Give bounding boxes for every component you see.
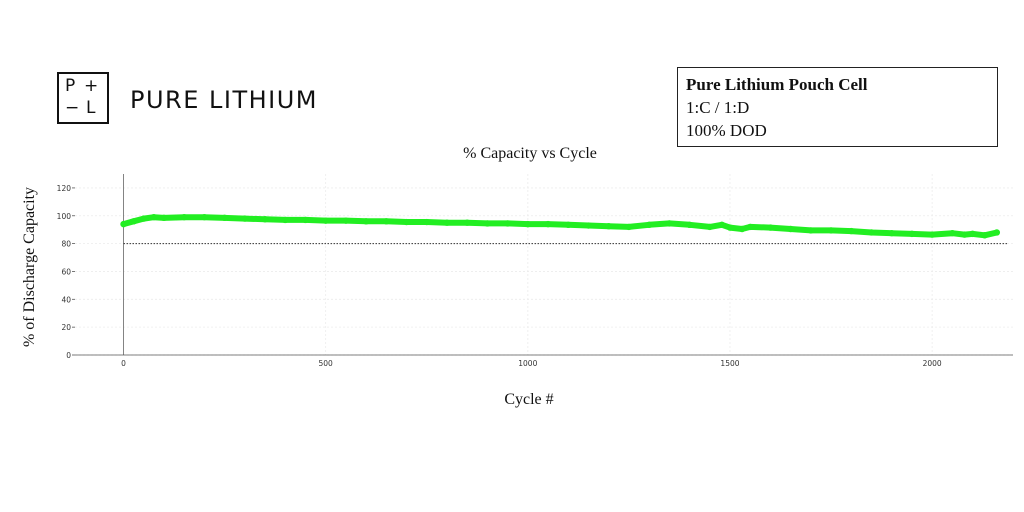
data-point <box>868 229 875 236</box>
x-tick-label: 1000 <box>518 359 537 368</box>
data-point <box>282 216 289 224</box>
brand-logo: P + − L <box>57 72 109 124</box>
data-point <box>544 220 552 228</box>
data-point <box>605 223 612 230</box>
y-tick-label: 40 <box>61 295 71 304</box>
data-point <box>928 231 936 238</box>
logo-letter-p: P <box>65 76 76 96</box>
info-box: Pure Lithium Pouch Cell 1:C / 1:D 100% D… <box>677 67 998 147</box>
data-point <box>585 222 592 229</box>
data-point <box>342 217 350 224</box>
info-box-title: Pure Lithium Pouch Cell <box>686 75 868 94</box>
data-point <box>718 221 726 229</box>
data-point <box>949 229 956 237</box>
data-point <box>524 220 532 228</box>
data-point <box>961 231 968 238</box>
data-point <box>241 215 249 222</box>
y-tick-label: 120 <box>57 184 72 193</box>
data-point <box>504 220 511 227</box>
x-tick-label: 1500 <box>720 359 739 368</box>
data-point <box>201 213 208 221</box>
data-point <box>666 220 673 227</box>
data-point <box>423 218 430 226</box>
data-point <box>787 225 794 233</box>
data-point <box>645 221 653 229</box>
info-box-dod: 100% DOD <box>686 121 767 140</box>
data-point <box>322 217 329 224</box>
data-point <box>484 220 491 227</box>
data-point <box>150 213 158 221</box>
data-point <box>993 229 1001 236</box>
x-tick-label: 0 <box>121 359 126 368</box>
data-point <box>827 227 835 234</box>
data-point <box>443 219 451 226</box>
data-point <box>738 225 746 233</box>
data-point <box>383 218 390 225</box>
data-point <box>302 216 309 224</box>
logo-letter-l: L <box>86 98 96 118</box>
x-tick-label: 500 <box>319 359 334 368</box>
data-point <box>120 220 127 228</box>
data-point <box>969 230 976 238</box>
data-point <box>706 223 713 231</box>
data-point <box>463 219 471 226</box>
y-tick-label: 20 <box>61 323 71 332</box>
data-point <box>686 221 693 229</box>
y-tick-label: 0 <box>66 351 71 360</box>
brand-name: PURE LITHIUM <box>130 86 319 114</box>
x-axis-label: Cycle # <box>504 391 554 408</box>
data-point <box>726 224 734 231</box>
data-point <box>403 218 410 226</box>
x-tick-label: 2000 <box>923 359 942 368</box>
series-band <box>120 214 1000 239</box>
data-point <box>261 216 269 223</box>
data-point <box>888 229 895 237</box>
y-tick-label: 80 <box>61 240 71 249</box>
data-point <box>221 214 228 222</box>
info-box-rate: 1:C / 1:D <box>686 98 750 117</box>
data-point <box>625 223 633 231</box>
data-point <box>130 218 137 225</box>
chart-title: % Capacity vs Cycle <box>463 145 597 162</box>
y-tick-label: 60 <box>61 267 71 276</box>
y-tick-label: 100 <box>57 212 72 221</box>
logo-minus: − <box>65 98 80 118</box>
data-point <box>160 214 168 222</box>
data-point <box>981 232 988 239</box>
logo-plus: + <box>84 76 99 96</box>
data-point <box>807 227 815 234</box>
data-point <box>180 213 188 221</box>
data-point <box>565 221 572 229</box>
data-point <box>362 218 370 225</box>
data-point <box>848 227 855 235</box>
data-point <box>908 230 916 238</box>
data-point <box>767 224 774 231</box>
data-point <box>140 215 147 222</box>
data-point <box>746 223 754 231</box>
